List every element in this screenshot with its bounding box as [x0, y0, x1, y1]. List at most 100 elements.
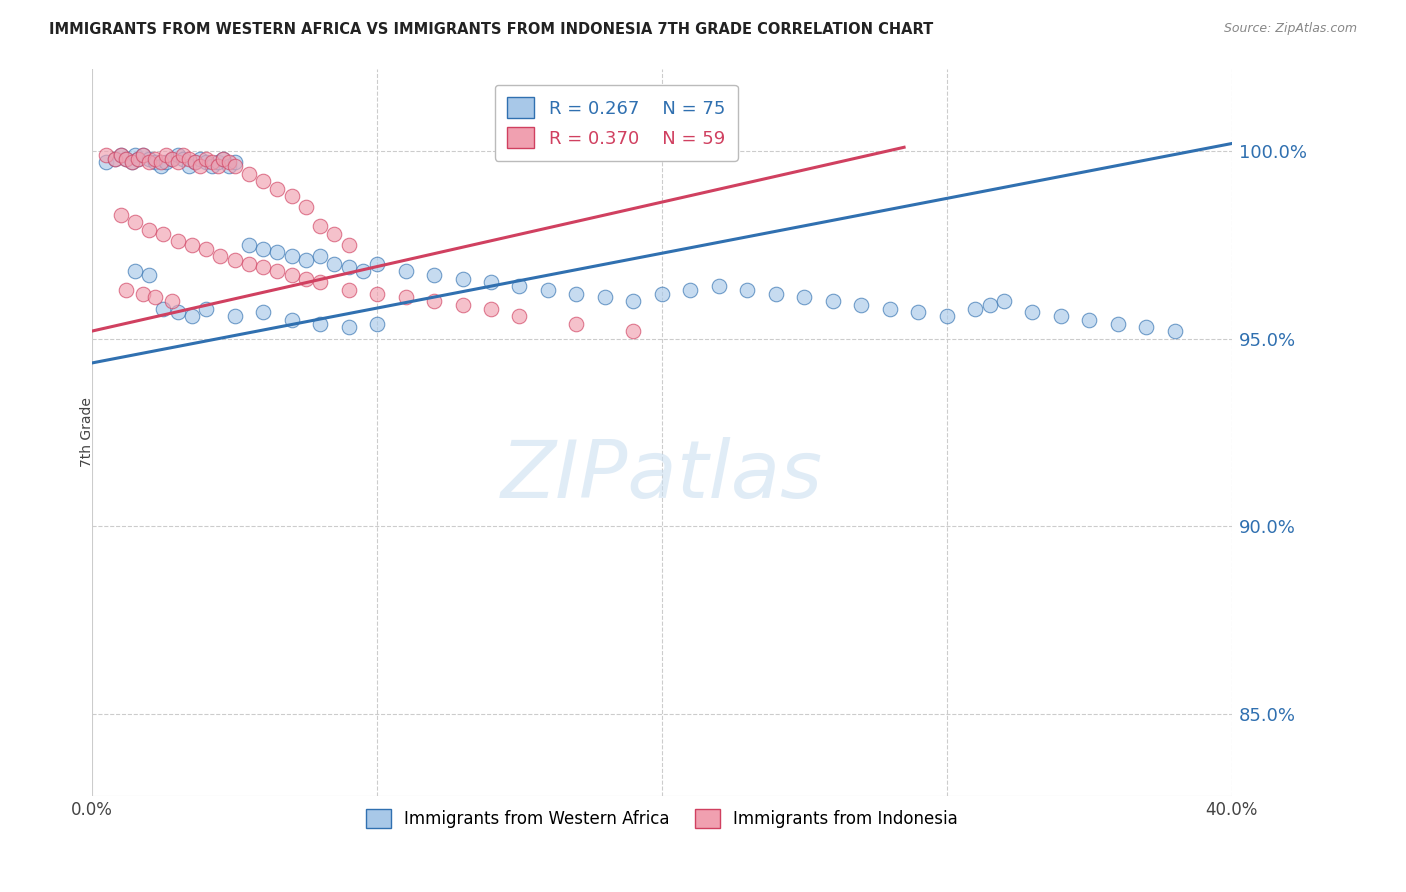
- Point: [201, 159, 224, 173]
- Point: [190, 159, 212, 173]
- Point: [366, 317, 388, 331]
- Point: [104, 152, 127, 166]
- Point: [212, 152, 235, 166]
- Point: [765, 286, 787, 301]
- Point: [707, 279, 730, 293]
- Point: [160, 293, 183, 308]
- Point: [565, 317, 588, 331]
- Point: [201, 155, 224, 169]
- Point: [252, 305, 274, 319]
- Point: [1107, 317, 1129, 331]
- Point: [149, 155, 172, 169]
- Point: [323, 256, 346, 270]
- Point: [177, 159, 200, 173]
- Point: [238, 167, 260, 181]
- Point: [115, 152, 138, 166]
- Point: [138, 223, 160, 237]
- Point: [337, 320, 360, 334]
- Point: [238, 237, 260, 252]
- Point: [166, 155, 188, 169]
- Point: [309, 249, 332, 263]
- Point: [115, 283, 138, 297]
- Point: [965, 301, 987, 316]
- Text: IMMIGRANTS FROM WESTERN AFRICA VS IMMIGRANTS FROM INDONESIA 7TH GRADE CORRELATIO: IMMIGRANTS FROM WESTERN AFRICA VS IMMIGR…: [49, 22, 934, 37]
- Point: [979, 298, 1001, 312]
- Point: [252, 242, 274, 256]
- Point: [479, 275, 502, 289]
- Point: [423, 293, 446, 308]
- Point: [623, 324, 645, 338]
- Point: [1078, 313, 1101, 327]
- Point: [127, 152, 149, 166]
- Text: Source: ZipAtlas.com: Source: ZipAtlas.com: [1223, 22, 1357, 36]
- Point: [224, 252, 246, 267]
- Point: [280, 268, 302, 282]
- Point: [155, 155, 177, 169]
- Point: [565, 286, 588, 301]
- Point: [1021, 305, 1043, 319]
- Point: [177, 152, 200, 166]
- Point: [651, 286, 673, 301]
- Point: [394, 290, 416, 304]
- Point: [737, 283, 759, 297]
- Point: [337, 237, 360, 252]
- Point: [138, 268, 160, 282]
- Point: [124, 215, 146, 229]
- Point: [851, 298, 873, 312]
- Point: [190, 152, 212, 166]
- Point: [252, 260, 274, 275]
- Point: [394, 264, 416, 278]
- Point: [184, 155, 207, 169]
- Point: [423, 268, 446, 282]
- Point: [180, 309, 202, 323]
- Point: [266, 264, 288, 278]
- Point: [166, 305, 188, 319]
- Point: [266, 245, 288, 260]
- Point: [1164, 324, 1187, 338]
- Point: [207, 159, 229, 173]
- Point: [121, 155, 143, 169]
- Point: [160, 152, 183, 166]
- Point: [195, 155, 218, 169]
- Point: [110, 208, 132, 222]
- Point: [907, 305, 929, 319]
- Legend: Immigrants from Western Africa, Immigrants from Indonesia: Immigrants from Western Africa, Immigran…: [360, 803, 965, 835]
- Point: [821, 293, 844, 308]
- Point: [96, 155, 118, 169]
- Point: [218, 155, 240, 169]
- Point: [224, 155, 246, 169]
- Point: [295, 252, 318, 267]
- Point: [96, 148, 118, 162]
- Point: [138, 155, 160, 169]
- Point: [280, 249, 302, 263]
- Point: [152, 227, 174, 241]
- Point: [155, 148, 177, 162]
- Point: [132, 148, 155, 162]
- Point: [172, 148, 194, 162]
- Point: [451, 298, 474, 312]
- Point: [172, 152, 194, 166]
- Point: [121, 155, 143, 169]
- Point: [352, 264, 374, 278]
- Point: [323, 227, 346, 241]
- Text: ZIPatlas: ZIPatlas: [501, 437, 823, 515]
- Point: [115, 152, 138, 166]
- Point: [124, 148, 146, 162]
- Point: [110, 148, 132, 162]
- Point: [212, 152, 235, 166]
- Point: [209, 249, 232, 263]
- Point: [508, 309, 530, 323]
- Point: [508, 279, 530, 293]
- Point: [623, 293, 645, 308]
- Point: [110, 148, 132, 162]
- Point: [195, 152, 218, 166]
- Y-axis label: 7th Grade: 7th Grade: [80, 397, 94, 467]
- Point: [218, 159, 240, 173]
- Point: [224, 159, 246, 173]
- Point: [166, 234, 188, 248]
- Point: [309, 317, 332, 331]
- Point: [143, 290, 166, 304]
- Point: [138, 152, 160, 166]
- Point: [366, 286, 388, 301]
- Point: [537, 283, 560, 297]
